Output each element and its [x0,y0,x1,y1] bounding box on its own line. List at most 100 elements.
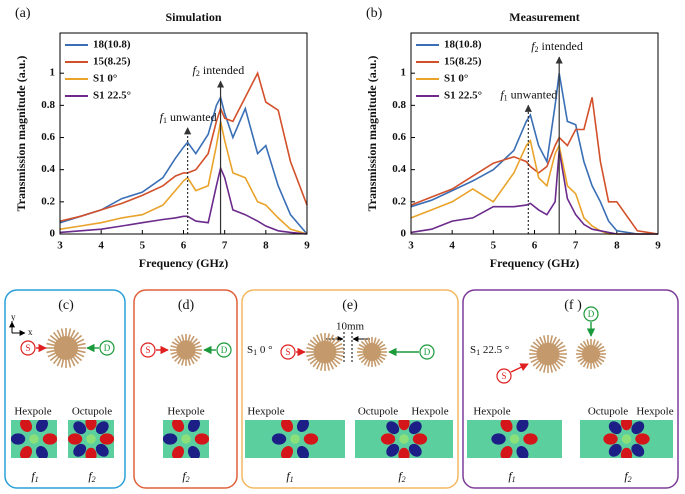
gear-body [536,342,560,366]
axis-letter: y [11,312,16,322]
field-lobe [412,433,428,445]
panel-label: (f ) [564,298,582,313]
gear-spoke [535,338,543,347]
field-lobe [603,433,618,445]
x-tick-label: 4 [98,240,104,252]
panel-label: (b) [366,6,383,21]
gear-spoke [319,362,324,371]
port [216,342,232,358]
gear-spoke [377,357,384,364]
annotation-text: unwanted [508,87,558,101]
freq-label: f2 [88,469,95,484]
annotation-symbol: f [531,39,536,53]
gear-spoke [193,353,201,359]
gear-spoke [326,362,331,371]
y-tick-label: 1 [401,67,407,79]
gear-spoke [170,351,178,355]
port [496,368,512,384]
gear-spoke [328,334,334,343]
gear-spoke [194,345,202,349]
panel-box [241,289,459,489]
gear-body [313,340,337,364]
gear-spoke [316,361,322,370]
field-lobe [620,420,633,431]
axis-letter: x [28,327,33,337]
field-lobe [386,443,400,457]
plot-frame [410,32,659,235]
mode-label: Octupole [358,406,398,418]
gear-spoke [56,357,62,367]
field-lobe [85,447,97,458]
y-tick-label: 0.8 [41,99,55,111]
series-line [59,71,308,222]
chart-title: Measurement [509,10,579,24]
port [583,306,599,322]
field-map-blobs [380,420,428,458]
note: S1 0 ° [247,344,273,357]
field-lobe [35,446,49,458]
gear-spoke [171,353,179,359]
gear-spoke [592,361,596,369]
annotation: f2 intended [531,39,583,54]
x-tick-label: 6 [181,240,187,252]
gear-spoke [171,341,179,347]
field-lobe [398,447,410,458]
gear-spoke [52,331,60,340]
port [99,340,115,356]
arrow [510,363,529,373]
gear-body [582,345,600,363]
gear-spoke [582,360,588,368]
legend-label: 18(10.8) [444,39,482,51]
gear-spoke [335,346,344,351]
field-lobe [19,420,33,432]
field-lobe [631,421,645,435]
freq-label: f2 [182,469,189,484]
gear-spoke [181,358,185,366]
gear-spoke [373,337,377,345]
gear-spoke [60,358,65,368]
annotation-sub: 1 [163,116,167,125]
field-lobe [19,446,33,458]
gear-spoke [189,357,195,365]
mode-label: Octupole [72,406,112,418]
gear-spoke [557,357,566,363]
port-label: D [424,347,431,357]
port-label: D [221,345,228,355]
series-line [410,73,658,235]
panel-box [133,289,238,489]
field-map-blobs [603,420,650,458]
field-lobe [408,443,422,457]
field-lobe [635,433,650,445]
port-label: D [104,343,111,353]
y-tick-label: 0 [401,228,407,240]
x-tick-label: 5 [140,240,146,252]
gear-spoke [332,339,341,347]
gear-spoke [592,339,596,347]
field-center [399,434,409,444]
annotation-sub: 2 [535,45,539,54]
gear-spoke [334,355,343,361]
gear-spoke [357,353,365,357]
y-tick-label: 0.6 [392,131,406,143]
gear-spoke [358,355,366,361]
freq-label: f2 [624,469,631,484]
gear-spoke [558,348,567,353]
y-axis-label: Transmission magnitude (a.u.) [365,56,379,212]
field-lobe [491,433,506,445]
field-lobe [631,443,645,457]
gear-spoke [594,340,600,348]
gear-spoke [542,364,547,373]
gear-spoke [72,356,80,365]
field-lobe [408,421,422,435]
field-lobe [187,420,201,432]
port [140,342,156,358]
gear-spoke [358,343,366,349]
gear-spoke [70,329,76,339]
gear-spoke [174,355,181,362]
gear-spoke [357,347,365,351]
field-lobe [68,433,83,445]
field-lobe [500,420,513,432]
annotation-symbol: f [193,63,198,77]
annotation-sub: 2 [196,69,200,78]
